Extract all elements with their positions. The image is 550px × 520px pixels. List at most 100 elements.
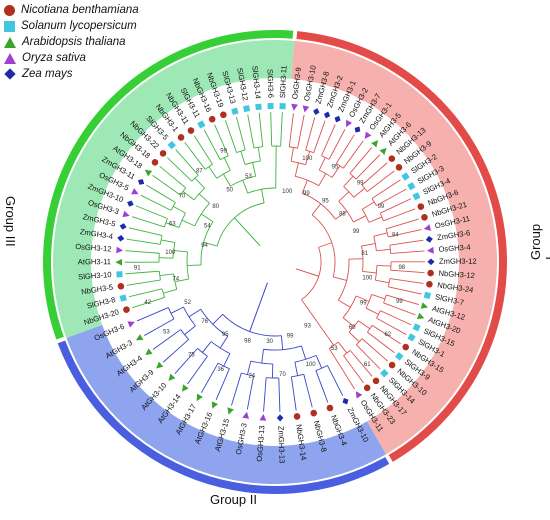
bootstrap-value: 93 — [304, 323, 311, 329]
circle-marker — [394, 163, 403, 172]
diamond-marker — [126, 199, 135, 208]
square-marker — [267, 103, 273, 109]
bootstrap-value: 87 — [196, 169, 203, 175]
triangle-down-marker — [290, 104, 298, 111]
legend-item: Arabidopsis thaliana — [4, 34, 139, 50]
bootstrap-value: 99 — [378, 204, 385, 210]
triangle-down-marker — [343, 120, 352, 129]
triangle-down-marker — [362, 131, 371, 140]
leaf-label: SlGH3-11 — [278, 65, 289, 98]
circle-marker — [387, 360, 396, 369]
bootstrap-value: 75 — [188, 352, 195, 358]
bootstrap-value: 98 — [398, 265, 405, 271]
bootstrap-value: 99 — [360, 301, 367, 307]
bootstrap-value: 91 — [134, 265, 141, 271]
square-marker — [407, 182, 415, 190]
bootstrap-value: 95 — [332, 165, 339, 171]
diamond-marker — [333, 114, 342, 123]
circle-marker — [176, 133, 185, 142]
diamond-marker — [119, 222, 128, 230]
square-marker — [120, 294, 127, 301]
legend-label: Nicotiana benthamiana — [21, 4, 139, 16]
leaf-label: SlGH3-10 — [78, 270, 112, 282]
bootstrap-value: 99 — [353, 229, 360, 235]
bootstrap-value: 42 — [144, 300, 151, 306]
square-marker — [231, 108, 238, 115]
group-2-label: Group II — [210, 492, 257, 507]
bootstrap-value: 36 — [217, 367, 224, 373]
triangle-marker-icon — [4, 37, 16, 48]
circle-marker — [122, 306, 130, 314]
circle-marker — [427, 270, 434, 277]
triangle-marker-icon — [4, 53, 16, 64]
triangle-down-marker — [423, 224, 431, 232]
square-marker — [243, 105, 250, 112]
triangle-marker — [115, 259, 122, 266]
bootstrap-value: 100 — [282, 189, 293, 195]
triangle-marker — [194, 394, 203, 403]
leaf-label: NbGH3-12 — [438, 269, 475, 281]
triangle-marker — [417, 313, 426, 322]
triangle-marker — [225, 407, 233, 415]
circle-marker-icon — [4, 5, 15, 16]
leaf-label: SlGH3-6 — [265, 69, 275, 98]
triangle-marker — [371, 138, 380, 147]
square-marker — [168, 141, 176, 149]
diamond-marker — [117, 234, 125, 242]
bootstrap-value: 63 — [169, 222, 176, 228]
bootstrap-value: 53 — [163, 329, 170, 335]
leaf-label: AtGH3-11 — [78, 257, 111, 266]
circle-marker — [208, 115, 217, 124]
bootstrap-value: 88 — [339, 211, 346, 217]
square-marker — [380, 369, 388, 377]
square-marker — [412, 192, 420, 200]
group-3-label: Group III — [3, 196, 18, 247]
bootstrap-value: 53 — [245, 174, 252, 180]
circle-marker — [371, 376, 380, 385]
triangle-marker — [421, 302, 429, 310]
bootstrap-value: 30 — [266, 339, 273, 345]
leaf-label: ZmGH3-13 — [276, 426, 286, 464]
group-2-branches — [137, 283, 343, 412]
triangle-marker — [143, 167, 152, 176]
triangle-down-marker — [301, 105, 309, 113]
circle-marker — [417, 202, 426, 211]
bootstrap-value: 95 — [322, 198, 329, 204]
square-marker — [279, 103, 285, 109]
square-marker — [255, 104, 262, 111]
bootstrap-value: 100 — [302, 156, 313, 162]
triangle-marker — [380, 146, 389, 155]
triangle-marker — [154, 362, 163, 371]
triangle-down-marker — [242, 411, 250, 419]
bootstrap-value: 70 — [279, 372, 286, 378]
bootstrap-value: 74 — [172, 277, 179, 283]
square-marker-icon — [4, 21, 15, 32]
circle-marker — [310, 409, 318, 417]
triangle-down-marker — [116, 247, 123, 254]
square-marker — [424, 292, 431, 299]
circle-marker — [387, 154, 396, 163]
circle-marker — [363, 383, 372, 392]
bootstrap-value: 100 — [362, 275, 373, 281]
legend-item: Nicotiana benthamiana — [4, 2, 139, 18]
bootstrap-value: 76 — [201, 319, 208, 325]
group-1-label: Group I — [528, 224, 550, 260]
legend-label: Solanum lycopersicum — [21, 20, 137, 32]
triangle-down-marker — [131, 188, 140, 197]
triangle-marker — [143, 348, 152, 357]
bootstrap-value: 52 — [184, 300, 191, 306]
triangle-marker — [134, 334, 143, 343]
diamond-marker-icon — [4, 68, 15, 79]
bootstrap-value: 84 — [392, 232, 399, 238]
bootstrap-value: 54 — [204, 223, 211, 229]
bootstrap-value: 100 — [165, 250, 176, 256]
square-marker — [197, 120, 205, 128]
bootstrap-value: 99 — [287, 333, 294, 339]
circle-marker — [420, 213, 428, 221]
bootstrap-value: 95 — [222, 332, 229, 338]
triangle-marker — [166, 374, 175, 383]
circle-marker — [219, 111, 227, 119]
triangle-down-marker — [259, 414, 266, 421]
legend-label: Oryza sativa — [22, 52, 86, 64]
diamond-marker — [323, 110, 332, 119]
